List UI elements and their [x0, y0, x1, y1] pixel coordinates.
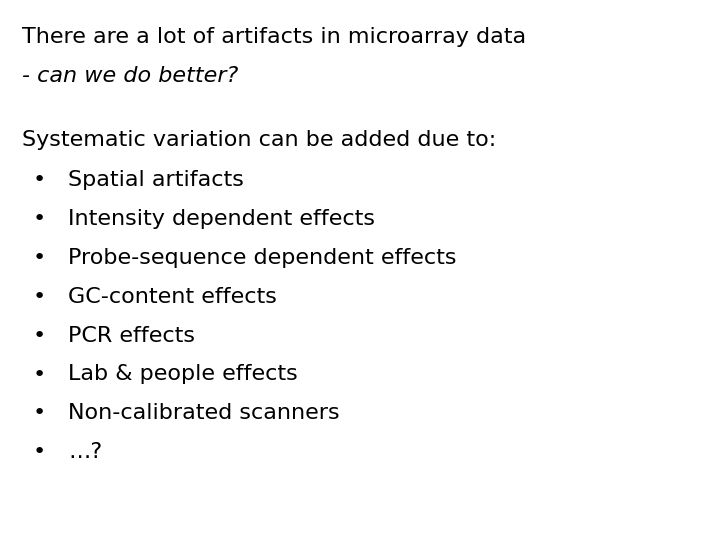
Text: Intensity dependent effects: Intensity dependent effects: [68, 209, 375, 229]
Text: •: •: [33, 248, 46, 268]
Text: There are a lot of artifacts in microarray data: There are a lot of artifacts in microarr…: [22, 27, 526, 47]
Text: Probe-sequence dependent effects: Probe-sequence dependent effects: [68, 248, 457, 268]
Text: •: •: [33, 170, 46, 190]
Text: •: •: [33, 287, 46, 307]
Text: •: •: [33, 209, 46, 229]
Text: GC-content effects: GC-content effects: [68, 287, 277, 307]
Text: PCR effects: PCR effects: [68, 326, 195, 346]
Text: •: •: [33, 442, 46, 462]
Text: Systematic variation can be added due to:: Systematic variation can be added due to…: [22, 130, 496, 150]
Text: Lab & people effects: Lab & people effects: [68, 364, 298, 384]
Text: - can we do better?: - can we do better?: [22, 66, 238, 86]
Text: …?: …?: [68, 442, 102, 462]
Text: •: •: [33, 403, 46, 423]
Text: •: •: [33, 326, 46, 346]
Text: Spatial artifacts: Spatial artifacts: [68, 170, 244, 190]
Text: Non-calibrated scanners: Non-calibrated scanners: [68, 403, 340, 423]
Text: •: •: [33, 364, 46, 384]
